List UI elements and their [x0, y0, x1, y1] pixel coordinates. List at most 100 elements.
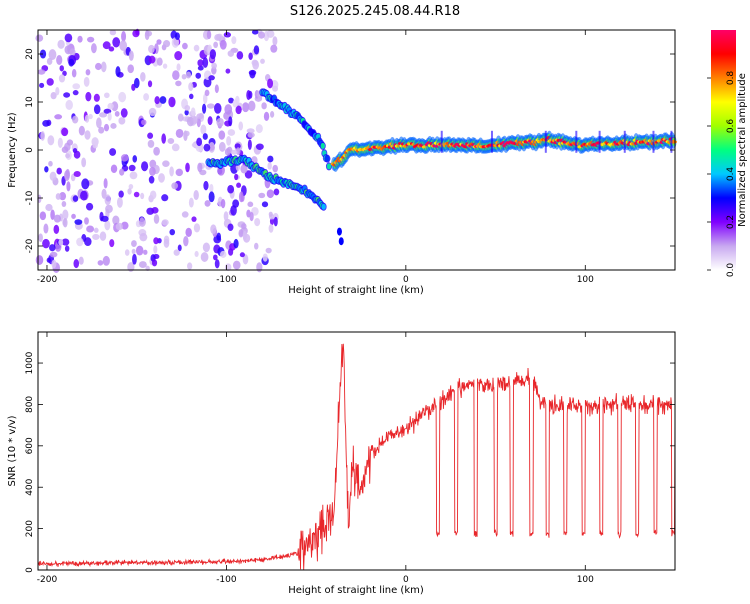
spectrogram-cell	[92, 233, 100, 241]
spectrogram-cell	[161, 133, 167, 144]
snr-xtick-label: 0	[403, 575, 409, 585]
spectrogram-cell	[66, 181, 71, 192]
spectrogram-cell	[183, 236, 189, 247]
spectrogram-cell	[267, 155, 274, 163]
spectrogram-cell	[162, 160, 170, 167]
spectrogram-cell	[71, 115, 79, 124]
spectrogram-cell	[246, 128, 255, 134]
spectrogram-xtick-label: -100	[216, 275, 237, 285]
spectrogram-cell	[119, 40, 128, 51]
spectrogram-cell	[163, 40, 171, 48]
spectrogram-cell	[227, 129, 236, 136]
spectrogram-cell	[58, 74, 66, 83]
spectrogram-ytick-label: 20	[25, 48, 35, 60]
spectrogram-cell	[140, 71, 146, 82]
spectrogram-cell	[71, 213, 76, 219]
spectrogram-cell	[175, 168, 183, 177]
spectrogram-cell	[336, 227, 342, 236]
spectrogram-cell	[257, 31, 265, 39]
spectrogram-cell	[124, 249, 130, 256]
spectrogram-cell	[139, 217, 145, 225]
spectrogram-cell	[147, 139, 155, 148]
spectrogram-cell	[321, 203, 326, 210]
spectrogram-cell	[48, 160, 53, 167]
spectrogram-cell	[256, 262, 263, 273]
spectrogram-cell	[72, 195, 79, 202]
spectrogram-cell	[141, 161, 149, 172]
spectrogram-xtick-label: 100	[577, 275, 594, 285]
spectrogram-cell	[176, 63, 181, 71]
spectrogram-cell	[225, 68, 231, 74]
spectrogram-cell	[227, 184, 235, 194]
spectrogram-cell	[247, 139, 252, 150]
colorbar-ticks: 0.0 0.2 0.4 0.6 0.8	[707, 71, 736, 278]
spectrogram-cell	[214, 259, 220, 269]
spectrogram-cell	[128, 164, 136, 172]
spectrogram-cell	[258, 192, 266, 199]
spectrogram-cell	[202, 133, 208, 140]
spectrogram-cell	[226, 135, 232, 146]
snr-frame	[37, 331, 676, 571]
spectrogram-cell	[202, 57, 209, 68]
spectrogram-cell	[177, 244, 182, 252]
spectrogram-cell	[115, 66, 121, 77]
spectrogram-cell	[63, 92, 71, 98]
snr-xtick-label: -100	[216, 575, 237, 585]
spectrogram-cell	[38, 233, 43, 242]
spectrogram-cell	[171, 143, 180, 152]
spectrogram-cell	[120, 221, 129, 230]
spectrogram-cell	[35, 255, 44, 265]
spectrogram-cell	[151, 207, 159, 214]
spectrogram-cell	[214, 103, 222, 114]
spectrogram-cell	[118, 117, 126, 125]
spectrogram-cell	[109, 148, 117, 156]
spectrogram-cell	[204, 200, 211, 207]
spectrogram-cell	[262, 253, 268, 262]
colorbar-tick-label: 0.0	[726, 263, 736, 278]
spectrogram-cell	[200, 124, 207, 135]
spectrogram-cell	[338, 237, 344, 246]
spectrogram-cell	[132, 253, 137, 265]
spectrogram-cell	[120, 154, 129, 162]
snr-xlabel: Height of straight line (km)	[288, 585, 424, 596]
spectrogram-cell	[251, 59, 259, 66]
colorbar-tick-label: 0.8	[726, 71, 736, 86]
spectrogram-cell	[224, 148, 231, 156]
spectrogram-cell	[175, 128, 184, 138]
spectrogram-cell	[147, 132, 154, 139]
spectrogram-cell	[218, 130, 226, 140]
spectrogram-cell	[120, 108, 128, 118]
spectrogram-cell	[207, 116, 213, 126]
spectrogram-cell	[214, 34, 222, 41]
spectrogram-cell	[210, 224, 217, 235]
spectrogram-xlabel: Height of straight line (km)	[288, 285, 424, 296]
spectrogram-cell	[128, 50, 134, 61]
spectrogram-cell	[219, 39, 227, 50]
spectrogram-cell	[83, 76, 90, 87]
spectrogram-cell	[59, 192, 67, 201]
spectrogram-cell	[100, 61, 107, 73]
spectrogram-cell	[69, 48, 76, 57]
spectrogram-cell	[261, 201, 269, 208]
spectrogram-noise	[35, 28, 280, 273]
spectrogram-cell	[182, 42, 188, 50]
spectrogram-cell	[78, 125, 85, 136]
spectrogram-cell	[197, 65, 204, 71]
spectrogram-cell	[39, 211, 47, 221]
spectrogram-cell	[185, 227, 192, 238]
spectrogram-cell	[148, 44, 155, 54]
spectrogram-cell	[42, 119, 50, 127]
spectrogram-cell	[224, 104, 233, 115]
spectrogram-cell	[208, 75, 215, 81]
spectrogram-cell	[51, 259, 57, 269]
spectrogram-cell	[46, 57, 53, 65]
spectrogram-cell	[135, 245, 144, 256]
spectrogram-cell	[46, 78, 54, 86]
spectrogram-cell	[216, 232, 221, 241]
spectrogram-cell	[233, 238, 239, 249]
spectrogram-cell	[93, 227, 99, 233]
spectrogram-cell	[268, 211, 273, 217]
spectrogram-cell	[203, 77, 212, 88]
spectrogram-cell	[163, 238, 170, 248]
